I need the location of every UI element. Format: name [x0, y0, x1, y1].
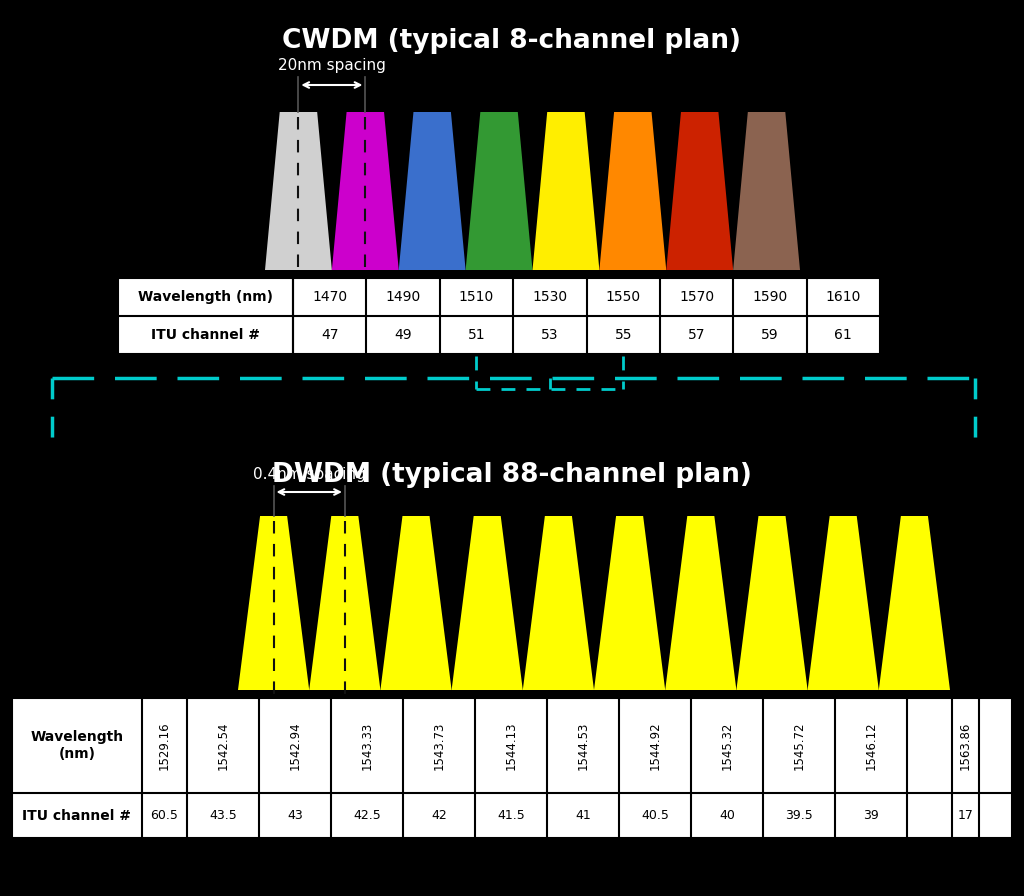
Polygon shape	[398, 112, 466, 270]
Bar	[12, 698, 1012, 838]
Polygon shape	[736, 516, 808, 690]
Text: 60.5: 60.5	[151, 809, 178, 822]
Text: 1544.92: 1544.92	[648, 721, 662, 770]
Text: 43.5: 43.5	[209, 809, 237, 822]
Text: 1543.73: 1543.73	[432, 721, 445, 770]
Text: ITU channel #: ITU channel #	[151, 328, 260, 342]
Text: Wavelength (nm): Wavelength (nm)	[138, 290, 273, 304]
Text: 0.4nm spacing: 0.4nm spacing	[253, 467, 366, 482]
Text: 41.5: 41.5	[497, 809, 525, 822]
Text: 1563.86: 1563.86	[959, 721, 972, 770]
Polygon shape	[733, 112, 800, 270]
Polygon shape	[238, 516, 309, 690]
Text: 1546.12: 1546.12	[864, 721, 878, 770]
Polygon shape	[332, 112, 398, 270]
Bar	[118, 278, 880, 354]
Text: 20nm spacing: 20nm spacing	[278, 58, 386, 73]
Text: 43: 43	[287, 809, 303, 822]
Text: 1545.72: 1545.72	[793, 721, 806, 770]
Text: 59: 59	[761, 328, 778, 342]
Text: 57: 57	[688, 328, 706, 342]
Text: 1542.54: 1542.54	[216, 721, 229, 770]
Polygon shape	[594, 516, 666, 690]
Text: 40: 40	[719, 809, 735, 822]
Text: 39: 39	[863, 809, 879, 822]
Polygon shape	[265, 112, 332, 270]
Text: ITU channel #: ITU channel #	[23, 808, 131, 823]
Text: Wavelength
(nm): Wavelength (nm)	[31, 730, 124, 761]
Text: 51: 51	[468, 328, 485, 342]
Polygon shape	[599, 112, 667, 270]
Text: DWDM (typical 88-channel plan): DWDM (typical 88-channel plan)	[272, 462, 752, 488]
Polygon shape	[879, 516, 950, 690]
Polygon shape	[466, 112, 532, 270]
Text: 49: 49	[394, 328, 412, 342]
Text: 1529.16: 1529.16	[158, 721, 171, 770]
Polygon shape	[667, 112, 733, 270]
Text: 1530: 1530	[532, 290, 567, 304]
Text: 42.5: 42.5	[353, 809, 381, 822]
Text: 1470: 1470	[312, 290, 347, 304]
Text: 47: 47	[321, 328, 339, 342]
Text: 55: 55	[614, 328, 632, 342]
Polygon shape	[309, 516, 380, 690]
Polygon shape	[523, 516, 594, 690]
Text: 1550: 1550	[605, 290, 641, 304]
Polygon shape	[380, 516, 452, 690]
Text: 41: 41	[575, 809, 591, 822]
Text: 1610: 1610	[825, 290, 861, 304]
Text: 39.5: 39.5	[785, 809, 813, 822]
Text: 1590: 1590	[753, 290, 787, 304]
Text: 53: 53	[541, 328, 558, 342]
Polygon shape	[532, 112, 599, 270]
Text: 1510: 1510	[459, 290, 494, 304]
Text: 40.5: 40.5	[641, 809, 669, 822]
Polygon shape	[808, 516, 879, 690]
Text: 61: 61	[835, 328, 852, 342]
Text: 1490: 1490	[385, 290, 421, 304]
Text: 1544.53: 1544.53	[577, 721, 590, 770]
Text: 17: 17	[957, 809, 974, 822]
Text: 1570: 1570	[679, 290, 714, 304]
Text: 1544.13: 1544.13	[505, 721, 517, 770]
Text: 1542.94: 1542.94	[289, 721, 301, 770]
Polygon shape	[452, 516, 523, 690]
Text: 1543.33: 1543.33	[360, 721, 374, 770]
Polygon shape	[666, 516, 736, 690]
Text: 42: 42	[431, 809, 446, 822]
Text: CWDM (typical 8-channel plan): CWDM (typical 8-channel plan)	[283, 28, 741, 54]
Text: 1545.32: 1545.32	[721, 721, 733, 770]
